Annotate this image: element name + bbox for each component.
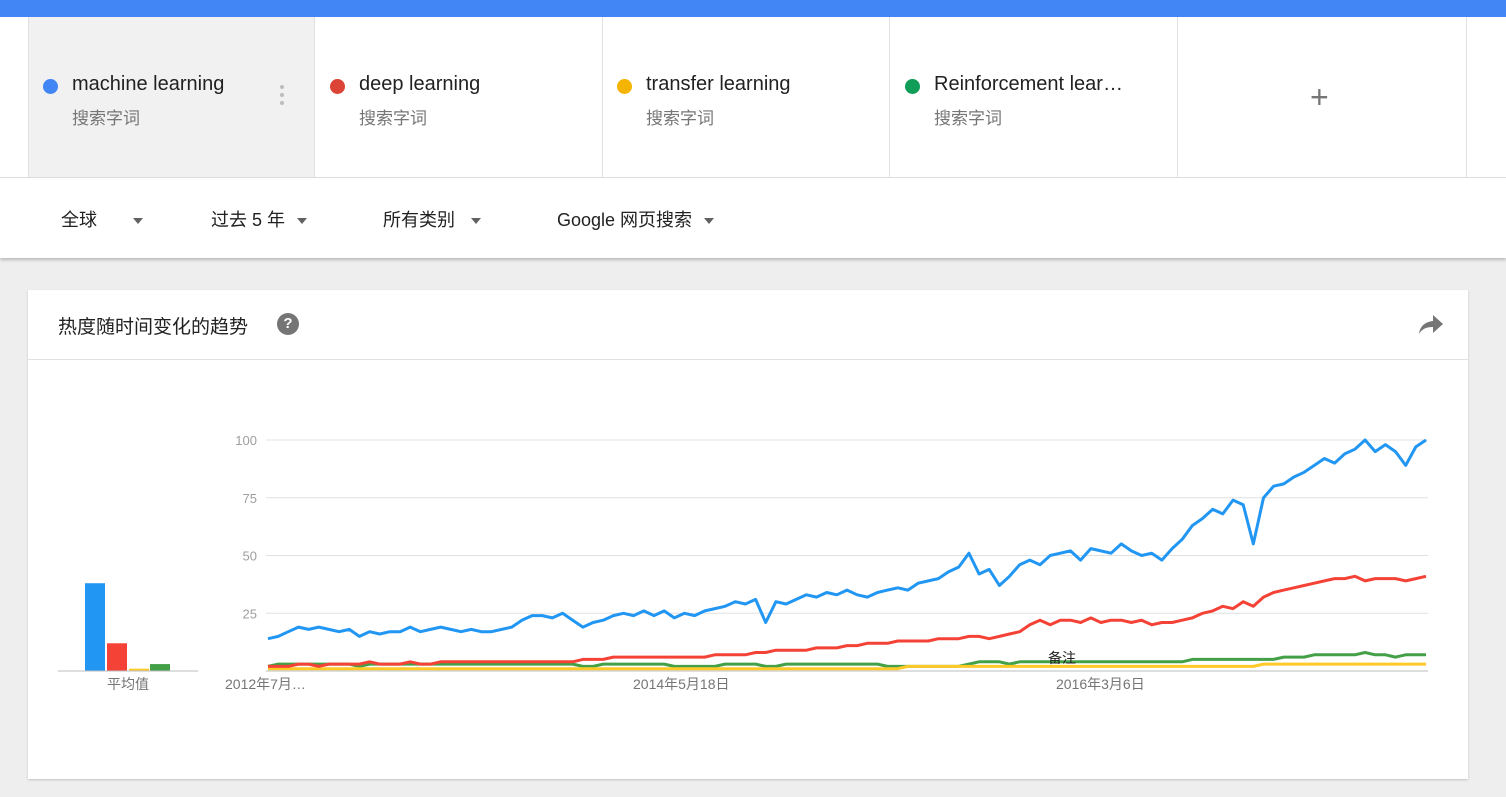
series-lines [267,438,1427,671]
term-name: transfer learning [646,73,791,95]
add-term-button[interactable]: + [1178,17,1467,177]
average-bars: 平均值 [58,583,198,692]
time-filter[interactable]: 过去 5 年 [211,206,308,232]
y-tick-label: 25 [243,606,257,621]
series-line-0[interactable] [267,438,1427,641]
average-bar-0[interactable] [85,583,105,671]
average-bar-2[interactable] [129,668,149,671]
term-chip-2[interactable]: transfer learning 搜索字词 [603,17,890,177]
y-tick-label: 75 [243,491,257,506]
term-type: 搜索字词 [646,109,714,128]
top-bar [0,0,1506,17]
category-filter[interactable]: 所有类别 [383,206,481,232]
term-color-dot [43,79,58,94]
term-chip-3[interactable]: Reinforcement lear… 搜索字词 [891,17,1178,177]
series-line-3[interactable] [267,651,1426,668]
term-color-dot [330,79,345,94]
trend-chart: 平均值 100 75 50 25 2012年7月… 2014年5月18日 2016年3月6… [58,433,1428,692]
term-name: deep learning [359,73,481,95]
property-filter-label: Google 网页搜索 [557,210,693,230]
region-filter[interactable]: 全球 [61,206,143,232]
dropdown-arrow-icon [704,218,715,225]
term-name: Reinforcement lear… [934,73,1123,95]
share-icon[interactable] [1418,314,1444,336]
series-line-2[interactable] [268,662,1426,671]
dropdown-arrow-icon [297,218,308,225]
x-tick-label: 2012年7月… [225,676,306,692]
annotation-label[interactable]: 备注 [1048,650,1076,666]
gridlines: 100 75 50 25 [235,433,1428,672]
term-type: 搜索字词 [934,109,1002,128]
term-color-dot [905,79,920,94]
term-chip-0[interactable]: machine learning 搜索字词 [28,17,315,177]
dropdown-arrow-icon [133,218,143,225]
filters-bar: 全球 过去 5 年 所有类别 Google 网页搜索 [0,178,1506,258]
time-filter-label: 过去 5 年 [211,210,286,230]
add-icon: + [1310,79,1329,115]
y-tick-label: 50 [243,549,257,564]
category-filter-label: 所有类别 [383,210,455,230]
series-line-1[interactable] [268,574,1427,668]
dropdown-arrow-icon [471,218,481,225]
region-filter-label: 全球 [61,210,97,230]
interest-over-time-card: 热度随时间变化的趋势 ? 平均值 100 75 50 25 2012年7月… 2014年… [28,290,1468,779]
card-title: 热度随时间变化的趋势 [58,317,249,338]
term-color-dot [617,79,632,94]
average-bar-3[interactable] [150,664,170,671]
card-header: 热度随时间变化的趋势 ? [28,290,1468,360]
y-tick-label: 100 [235,433,257,448]
x-tick-label: 2016年3月6日 [1056,676,1145,692]
average-bar-1[interactable] [107,643,127,671]
x-tick-label: 2014年5月18日 [633,676,730,692]
term-type: 搜索字词 [359,109,427,128]
term-chip-1[interactable]: deep learning 搜索字词 [316,17,603,177]
help-icon[interactable]: ? [277,313,299,335]
x-axis-labels: 2012年7月… 2014年5月18日 2016年3月6日 备注 [225,650,1145,692]
more-vert-icon[interactable] [279,85,285,109]
search-terms-bar: machine learning 搜索字词 deep learning 搜索字词… [0,17,1506,178]
term-type: 搜索字词 [72,109,140,128]
term-name: machine learning [72,73,225,95]
average-label: 平均值 [107,676,149,692]
property-filter[interactable]: Google 网页搜索 [557,206,715,232]
